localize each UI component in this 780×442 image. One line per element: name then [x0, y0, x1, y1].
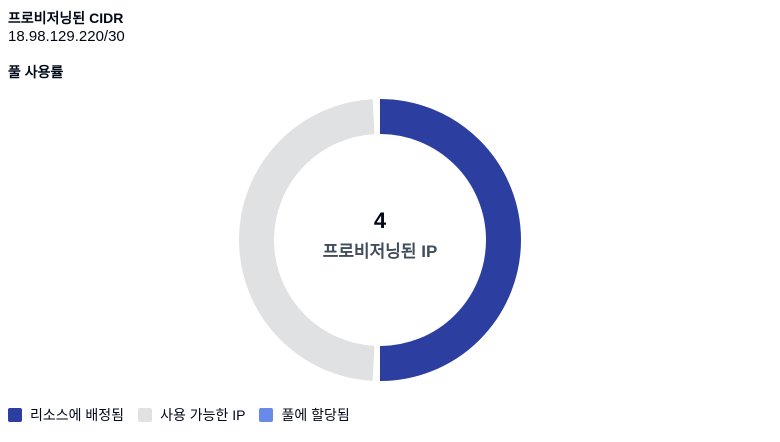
legend-label: 리소스에 배정됨 [30, 407, 125, 423]
legend-swatch-icon [138, 408, 153, 422]
legend-label: 풀에 할당됨 [281, 407, 350, 423]
donut-chart-svg [239, 99, 521, 381]
legend-swatch-icon [8, 408, 22, 422]
legend-swatch-icon [259, 408, 274, 422]
legend-item-0[interactable]: 리소스에 배정됨 [8, 405, 124, 425]
provisioned-cidr-label: 프로비저닝된 CIDR [8, 10, 124, 26]
legend-item-1[interactable]: 사용 가능한 IP [138, 405, 245, 425]
donut-segment-1[interactable] [239, 99, 375, 381]
chart-legend: 리소스에 배정됨 사용 가능한 IP 풀에 할당됨 [8, 405, 364, 425]
pool-usage-donut-chart [225, 85, 535, 395]
legend-label: 사용 가능한 IP [160, 407, 246, 423]
legend-item-2[interactable]: 풀에 할당됨 [259, 405, 350, 425]
pool-usage-title: 풀 사용률 [8, 64, 64, 80]
provisioned-cidr-value: 18.98.129.220/30 [8, 28, 125, 45]
donut-segment-0[interactable] [379, 99, 521, 381]
